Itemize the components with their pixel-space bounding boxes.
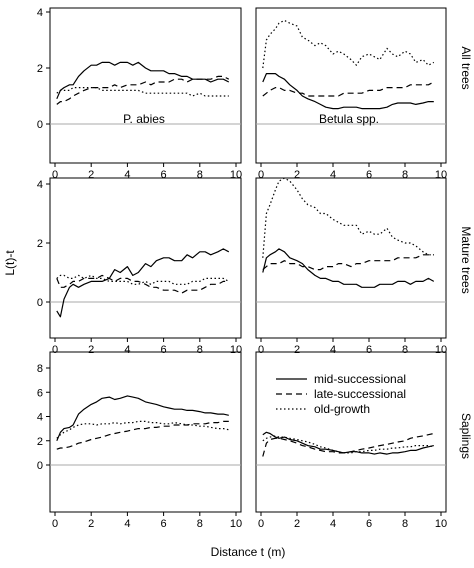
- panel-p-abies-saplings-y-tick-label: 2: [37, 436, 43, 448]
- panel-p-abies-all-trees-line-old-growth: [56, 86, 229, 97]
- panel-betula-spp-all-trees-x-tick-label: 6: [366, 169, 372, 181]
- panel-betula-spp-mature-trees-line-mid-successional: [262, 248, 435, 288]
- panel-betula-spp-mature-trees-x-tick-label: 6: [366, 344, 372, 356]
- panel-betula-spp-mature-trees-x-tick-label: 10: [435, 344, 447, 356]
- panel-p-abies-saplings-line-mid-successional: [56, 395, 229, 442]
- column-label-betula: Betula spp.: [319, 112, 379, 126]
- panel-betula-spp-mature-trees-line-old-growth: [262, 177, 434, 258]
- panel-betula-spp-mature-trees-line-late-successional: [262, 254, 434, 271]
- panel-betula-spp-saplings-x-tick-label: 4: [330, 518, 336, 530]
- legend-label-old-growth: old-growth: [314, 402, 370, 416]
- panel-p-abies-all-trees-x-tick-label: 2: [88, 169, 94, 181]
- panel-p-abies-all-trees-y-tick-label: 0: [37, 119, 43, 131]
- panel-p-abies-mature-trees-x-tick-label: 2: [88, 344, 94, 356]
- panel-p-abies-all-trees-frame: [49, 7, 242, 164]
- panel-betula-spp-all-trees-x-tick-label: 4: [330, 169, 336, 181]
- panel-p-abies-mature-trees-x-tick-label: 0: [52, 344, 58, 356]
- panel-betula-spp-all-trees-x-tick-label: 0: [258, 169, 264, 181]
- row-label-mature-trees: Mature trees: [459, 226, 473, 293]
- panel-p-abies-saplings-line-old-growth: [56, 420, 229, 439]
- panel-betula-spp-all-trees-x-tick-label: 8: [402, 169, 408, 181]
- panel-p-abies-saplings-y-tick-label: 0: [37, 460, 43, 472]
- y-axis-label: L(t)-t: [3, 250, 17, 276]
- panel-betula-spp-all-trees-x-tick-label: 10: [435, 169, 447, 181]
- panel-p-abies-all-trees-x-tick-label: 4: [124, 169, 130, 181]
- panel-p-abies-mature-trees-x-tick-label: 4: [124, 344, 130, 356]
- panel-p-abies-saplings-y-tick-label: 6: [37, 387, 43, 399]
- panel-p-abies-mature-trees-y-tick-label: 0: [37, 297, 43, 309]
- panel-p-abies-mature-trees-x-tick-label: 10: [230, 344, 242, 356]
- panel-p-abies-mature-trees: 0 2 4 6 8 10 0 2 4: [37, 177, 242, 356]
- panel-p-abies-saplings-frame: [49, 351, 242, 513]
- panel-betula-spp-all-trees: 0 2 4 6 8 10: [255, 7, 447, 181]
- row-label-all-trees: All trees: [459, 46, 473, 89]
- panel-betula-spp-mature-trees: 0 2 4 6 8 10: [255, 177, 447, 356]
- panel-p-abies-all-trees-x-tick-label: 0: [52, 169, 58, 181]
- panel-p-abies-mature-trees-line-mid-successional: [56, 248, 230, 318]
- panel-betula-spp-all-trees-line-old-growth: [262, 19, 435, 69]
- legend-label-mid-successional: mid-successional: [314, 372, 406, 386]
- panel-p-abies-saplings-x-tick-label: 2: [88, 518, 94, 530]
- panel-betula-spp-all-trees-line-late-successional: [262, 81, 435, 97]
- panel-betula-spp-saplings-x-tick-label: 10: [435, 518, 447, 530]
- panel-p-abies-all-trees-y-tick-label: 4: [37, 7, 43, 19]
- panel-p-abies-mature-trees-frame: [49, 177, 242, 339]
- panel-betula-spp-saplings-line-old-growth: [262, 435, 434, 454]
- panel-betula-spp-saplings-x-tick-label: 6: [366, 518, 372, 530]
- panel-p-abies-mature-trees-line-old-growth: [56, 274, 230, 285]
- panel-p-abies-all-trees: 0 2 4 6 8 10 0 2 4: [37, 7, 242, 181]
- panel-p-abies-mature-trees-x-tick-label: 6: [161, 344, 167, 356]
- panel-p-abies-saplings-y-tick-label: 8: [37, 363, 43, 375]
- panel-betula-spp-mature-trees-frame: [255, 177, 447, 339]
- panel-betula-spp-mature-trees-x-tick-label: 8: [402, 344, 408, 356]
- panel-betula-spp-saplings-x-tick-label: 0: [258, 518, 264, 530]
- panel-betula-spp-mature-trees-x-tick-label: 4: [330, 344, 336, 356]
- panel-betula-spp-mature-trees-x-tick-label: 0: [258, 344, 264, 356]
- panel-p-abies-saplings-x-tick-label: 6: [161, 518, 167, 530]
- panel-betula-spp-all-trees-frame: [255, 7, 447, 164]
- panel-p-abies-saplings-x-tick-label: 8: [197, 518, 203, 530]
- panel-p-abies-mature-trees-y-tick-label: 4: [37, 179, 43, 191]
- panel-betula-spp-all-trees-x-tick-label: 2: [294, 169, 300, 181]
- panel-betula-spp-mature-trees-x-tick-label: 2: [294, 344, 300, 356]
- panel-betula-spp-saplings-frame: [255, 351, 447, 513]
- panel-p-abies-all-trees-x-tick-label: 8: [197, 169, 203, 181]
- panel-p-abies-all-trees-x-tick-label: 10: [230, 169, 242, 181]
- panel-p-abies-all-trees-y-tick-label: 2: [37, 63, 43, 75]
- panel-p-abies-saplings-x-tick-label: 4: [124, 518, 130, 530]
- panel-p-abies-mature-trees-y-tick-label: 2: [37, 238, 43, 250]
- panel-betula-spp-saplings-line-mid-successional: [262, 431, 434, 455]
- panel-p-abies-all-trees-x-tick-label: 6: [161, 169, 167, 181]
- panel-p-abies-all-trees-line-mid-successional: [56, 61, 230, 100]
- panel-p-abies-saplings-line-late-successional: [56, 420, 229, 450]
- panel-betula-spp-all-trees-line-mid-successional: [262, 72, 434, 110]
- panel-p-abies-all-trees-line-late-successional: [56, 75, 230, 105]
- panel-p-abies-saplings-y-tick-label: 4: [37, 412, 43, 424]
- panel-p-abies-mature-trees-x-tick-label: 8: [197, 344, 203, 356]
- panel-p-abies-saplings: 0 2 4 6 8 10 0 2 4 6 8: [37, 351, 242, 530]
- x-axis-label: Distance t (m): [211, 545, 286, 559]
- panel-p-abies-saplings-x-tick-label: 0: [52, 518, 58, 530]
- panel-p-abies-mature-trees-line-late-successional: [56, 274, 229, 294]
- row-label-saplings: Saplings: [459, 413, 473, 459]
- legend-label-late-successional: late-successional: [314, 387, 406, 401]
- panel-betula-spp-saplings-x-tick-label: 2: [294, 518, 300, 530]
- column-label-p-abies: P. abies: [123, 112, 165, 126]
- legend: mid-successional late-successional old-g…: [276, 372, 406, 416]
- panel-betula-spp-saplings-x-tick-label: 8: [402, 518, 408, 530]
- panel-p-abies-saplings-x-tick-label: 10: [230, 518, 242, 530]
- panel-betula-spp-saplings: 0 2 4 6 8 10: [255, 351, 447, 530]
